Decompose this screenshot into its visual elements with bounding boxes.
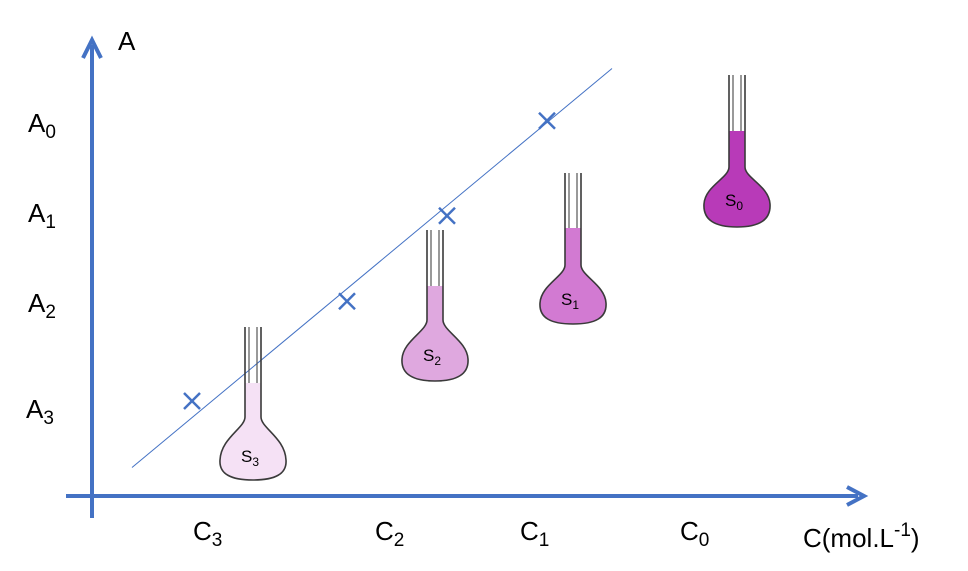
y-tick-label: A2 [28,288,56,323]
flask-s3-liquid [219,383,287,480]
y-tick-label: A3 [26,394,54,429]
flask-s0-outline [703,75,771,228]
y-axis-label: A [118,26,136,56]
data-markers [183,111,556,410]
x-tick-label: C0 [680,516,709,551]
flask-s2-liquid [401,286,469,381]
data-point-marker [538,111,556,130]
marker-stroke [183,392,201,410]
y-tick-label: A0 [28,108,56,143]
flask-s0: S0 [703,75,771,228]
flask-s2: S2 [401,230,469,382]
flask-s1-label: S1 [561,290,579,312]
flask-s1: S1 [539,173,607,325]
flask-s3-outline [219,327,287,481]
x-axis-arrow [846,485,869,507]
x-axis-label: C(mol.L-1) [803,520,920,553]
flask-s2-outline [401,230,469,382]
flask-s1-liquid [539,228,607,324]
flask-s3-label: S3 [241,447,259,469]
flask-s0-label: S0 [725,191,743,213]
data-point-marker [338,292,356,311]
x-tick-label: C1 [520,516,549,551]
data-point-marker [438,206,456,225]
marker-stroke [538,111,556,130]
y-axis-arrow [81,35,103,59]
flask-s2-label: S2 [423,346,441,368]
flask-s1-outline [539,173,607,325]
flask-s0-liquid [703,131,771,227]
x-tick-label: C2 [375,516,404,551]
flask-s3: S3 [219,327,287,481]
data-point-marker [183,392,201,410]
y-tick-label: A1 [28,198,56,233]
x-tick-label: C3 [193,516,222,551]
marker-stroke [338,292,356,311]
fit-line [131,68,613,468]
marker-stroke [438,206,456,225]
